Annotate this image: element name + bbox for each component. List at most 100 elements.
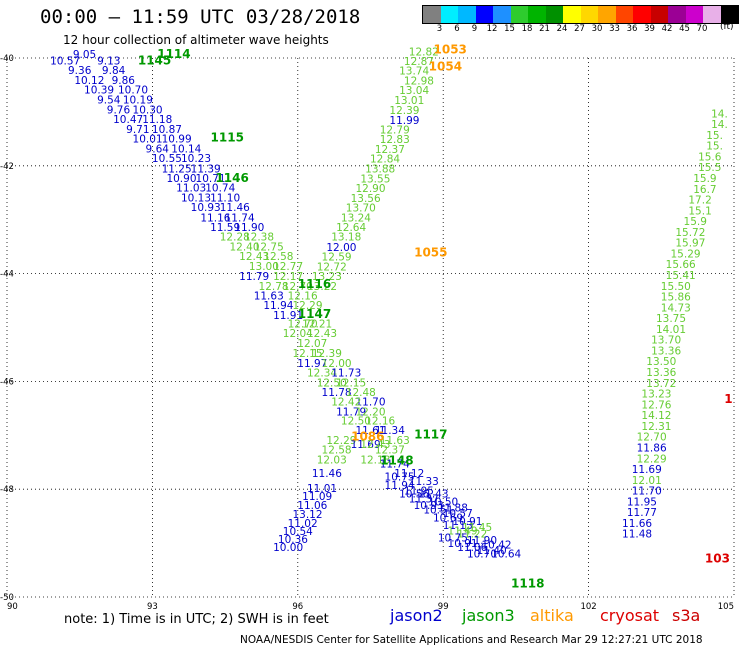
swh-point: 12.16	[288, 290, 318, 302]
color-scale-value: 9	[471, 24, 478, 34]
color-scale-value: 24	[556, 24, 568, 34]
swh-point: 12.17	[273, 271, 303, 283]
color-scale-value: 39	[644, 24, 655, 34]
swh-point: 11.99	[389, 115, 419, 127]
swh-point: 11.79	[239, 271, 269, 283]
swh-point: 11.40	[477, 545, 507, 557]
swh-point: 12.58	[322, 445, 352, 457]
swh-point: 10.69	[433, 513, 463, 525]
lon-tick-label: 105	[718, 602, 734, 612]
color-swatch	[685, 6, 703, 23]
swh-point: 12.48	[346, 387, 376, 399]
swh-point: 11.09	[302, 491, 332, 503]
swh-point: 10.75	[385, 472, 415, 484]
pass-number-label: 1116	[298, 277, 331, 291]
swh-point: 13.75	[656, 313, 686, 325]
swh-point: 13.72	[646, 378, 676, 390]
pass-number-label: 1147	[298, 307, 331, 321]
pass-number-label: 1118	[511, 576, 544, 590]
swh-point: 11.95	[404, 486, 434, 498]
swh-point: 15.50	[661, 281, 691, 293]
swh-point: 11.34	[375, 425, 405, 437]
pass-number-label: 1145	[138, 53, 171, 67]
swh-point: 12.28	[220, 232, 250, 244]
swh-point: 13.01	[394, 95, 424, 107]
swh-point: 11.12	[394, 468, 424, 480]
swh-point: 10.51	[423, 504, 453, 516]
swh-point: 11.33	[409, 476, 439, 488]
swh-point: 10.13	[181, 192, 211, 204]
swh-point: 12.72	[317, 261, 347, 273]
swh-point: 14.73	[661, 302, 691, 314]
color-scale-value: 33	[609, 24, 620, 34]
swh-point: 10.14	[171, 143, 201, 155]
swh-point: 10.55	[152, 153, 182, 165]
swh-point: 9.05	[73, 49, 96, 61]
footer-credit: NOAA/NESDIS Center for Satellite Applica…	[240, 634, 703, 646]
color-scale-value: 12	[486, 24, 498, 34]
swh-point: 15.6	[698, 151, 722, 163]
swh-point: 15.66	[666, 259, 696, 271]
swh-point: 11.70	[632, 486, 662, 498]
swh-point: 12.37	[375, 144, 405, 156]
swh-point: 13.88	[365, 163, 395, 175]
swh-point: 11.46	[312, 468, 342, 480]
swh-point: 13.50	[646, 356, 676, 368]
swh-point: 11.74	[380, 459, 410, 471]
swh-point: 9.54	[97, 94, 121, 106]
swh-point: 12.76	[641, 399, 671, 411]
swh-point: 11.70	[355, 397, 385, 409]
pass-number-label: 1086	[351, 430, 384, 444]
swh-point: 12.78	[259, 281, 289, 293]
swh-point: 10.64	[491, 549, 521, 561]
swh-point: 12.04	[283, 328, 313, 340]
swh-point: 13.36	[651, 345, 681, 357]
swh-point: 11.45	[462, 522, 492, 534]
swh-point: 14.	[711, 108, 728, 120]
swh-point: 12.43	[239, 251, 269, 263]
swh-point: 12.70	[288, 319, 318, 331]
swh-point: 12.00	[322, 358, 352, 370]
swh-point: 12.83	[380, 134, 410, 146]
swh-point: 9.13	[97, 55, 120, 67]
swh-point: 11.63	[380, 435, 410, 447]
swh-point: 10.56	[399, 488, 429, 500]
swh-point: 11.59	[210, 222, 240, 234]
swh-point: 12.31	[641, 421, 671, 433]
swh-point: 12.98	[404, 75, 434, 87]
lon-tick-label: 93	[147, 602, 158, 612]
swh-point: 10.70	[118, 85, 148, 97]
swh-point: 11.66	[622, 518, 652, 530]
swh-point: 12.20	[355, 406, 385, 418]
swh-point: 13.70	[346, 203, 376, 215]
swh-point: 11.18	[142, 114, 172, 126]
swh-point: 9.86	[112, 75, 136, 87]
swh-point: 11.79	[336, 406, 366, 418]
legend-item-s3a: s3a	[672, 606, 701, 625]
swh-point: 10.00	[273, 542, 303, 554]
swh-point: 10.91	[452, 516, 482, 528]
swh-point: 10.01	[133, 134, 163, 146]
color-swatch	[545, 6, 563, 23]
swh-point: 11.13	[443, 520, 473, 532]
swh-point: 15.29	[671, 248, 701, 260]
swh-point: 12.07	[297, 338, 327, 350]
swh-point: 14.12	[641, 410, 671, 422]
color-swatch	[703, 6, 721, 23]
lon-tick-label: 102	[580, 602, 596, 612]
pass-number-label: 1117	[414, 428, 447, 442]
swh-point: 9.71	[126, 124, 149, 136]
swh-point: 15.72	[675, 227, 705, 239]
swh-point: 11.03	[176, 183, 206, 195]
swh-point: 11.16	[200, 212, 230, 224]
swh-point: 12.42	[331, 397, 361, 409]
swh-point: 10.50	[428, 496, 458, 508]
swh-point: 12.29	[292, 300, 322, 312]
swh-point: 11.49	[448, 525, 478, 537]
color-swatch	[440, 6, 458, 23]
pass-number-label: 103	[705, 552, 730, 566]
swh-point: 13.12	[292, 509, 322, 521]
swh-point: 13.55	[360, 174, 390, 186]
swh-point: 10.93	[414, 500, 444, 512]
